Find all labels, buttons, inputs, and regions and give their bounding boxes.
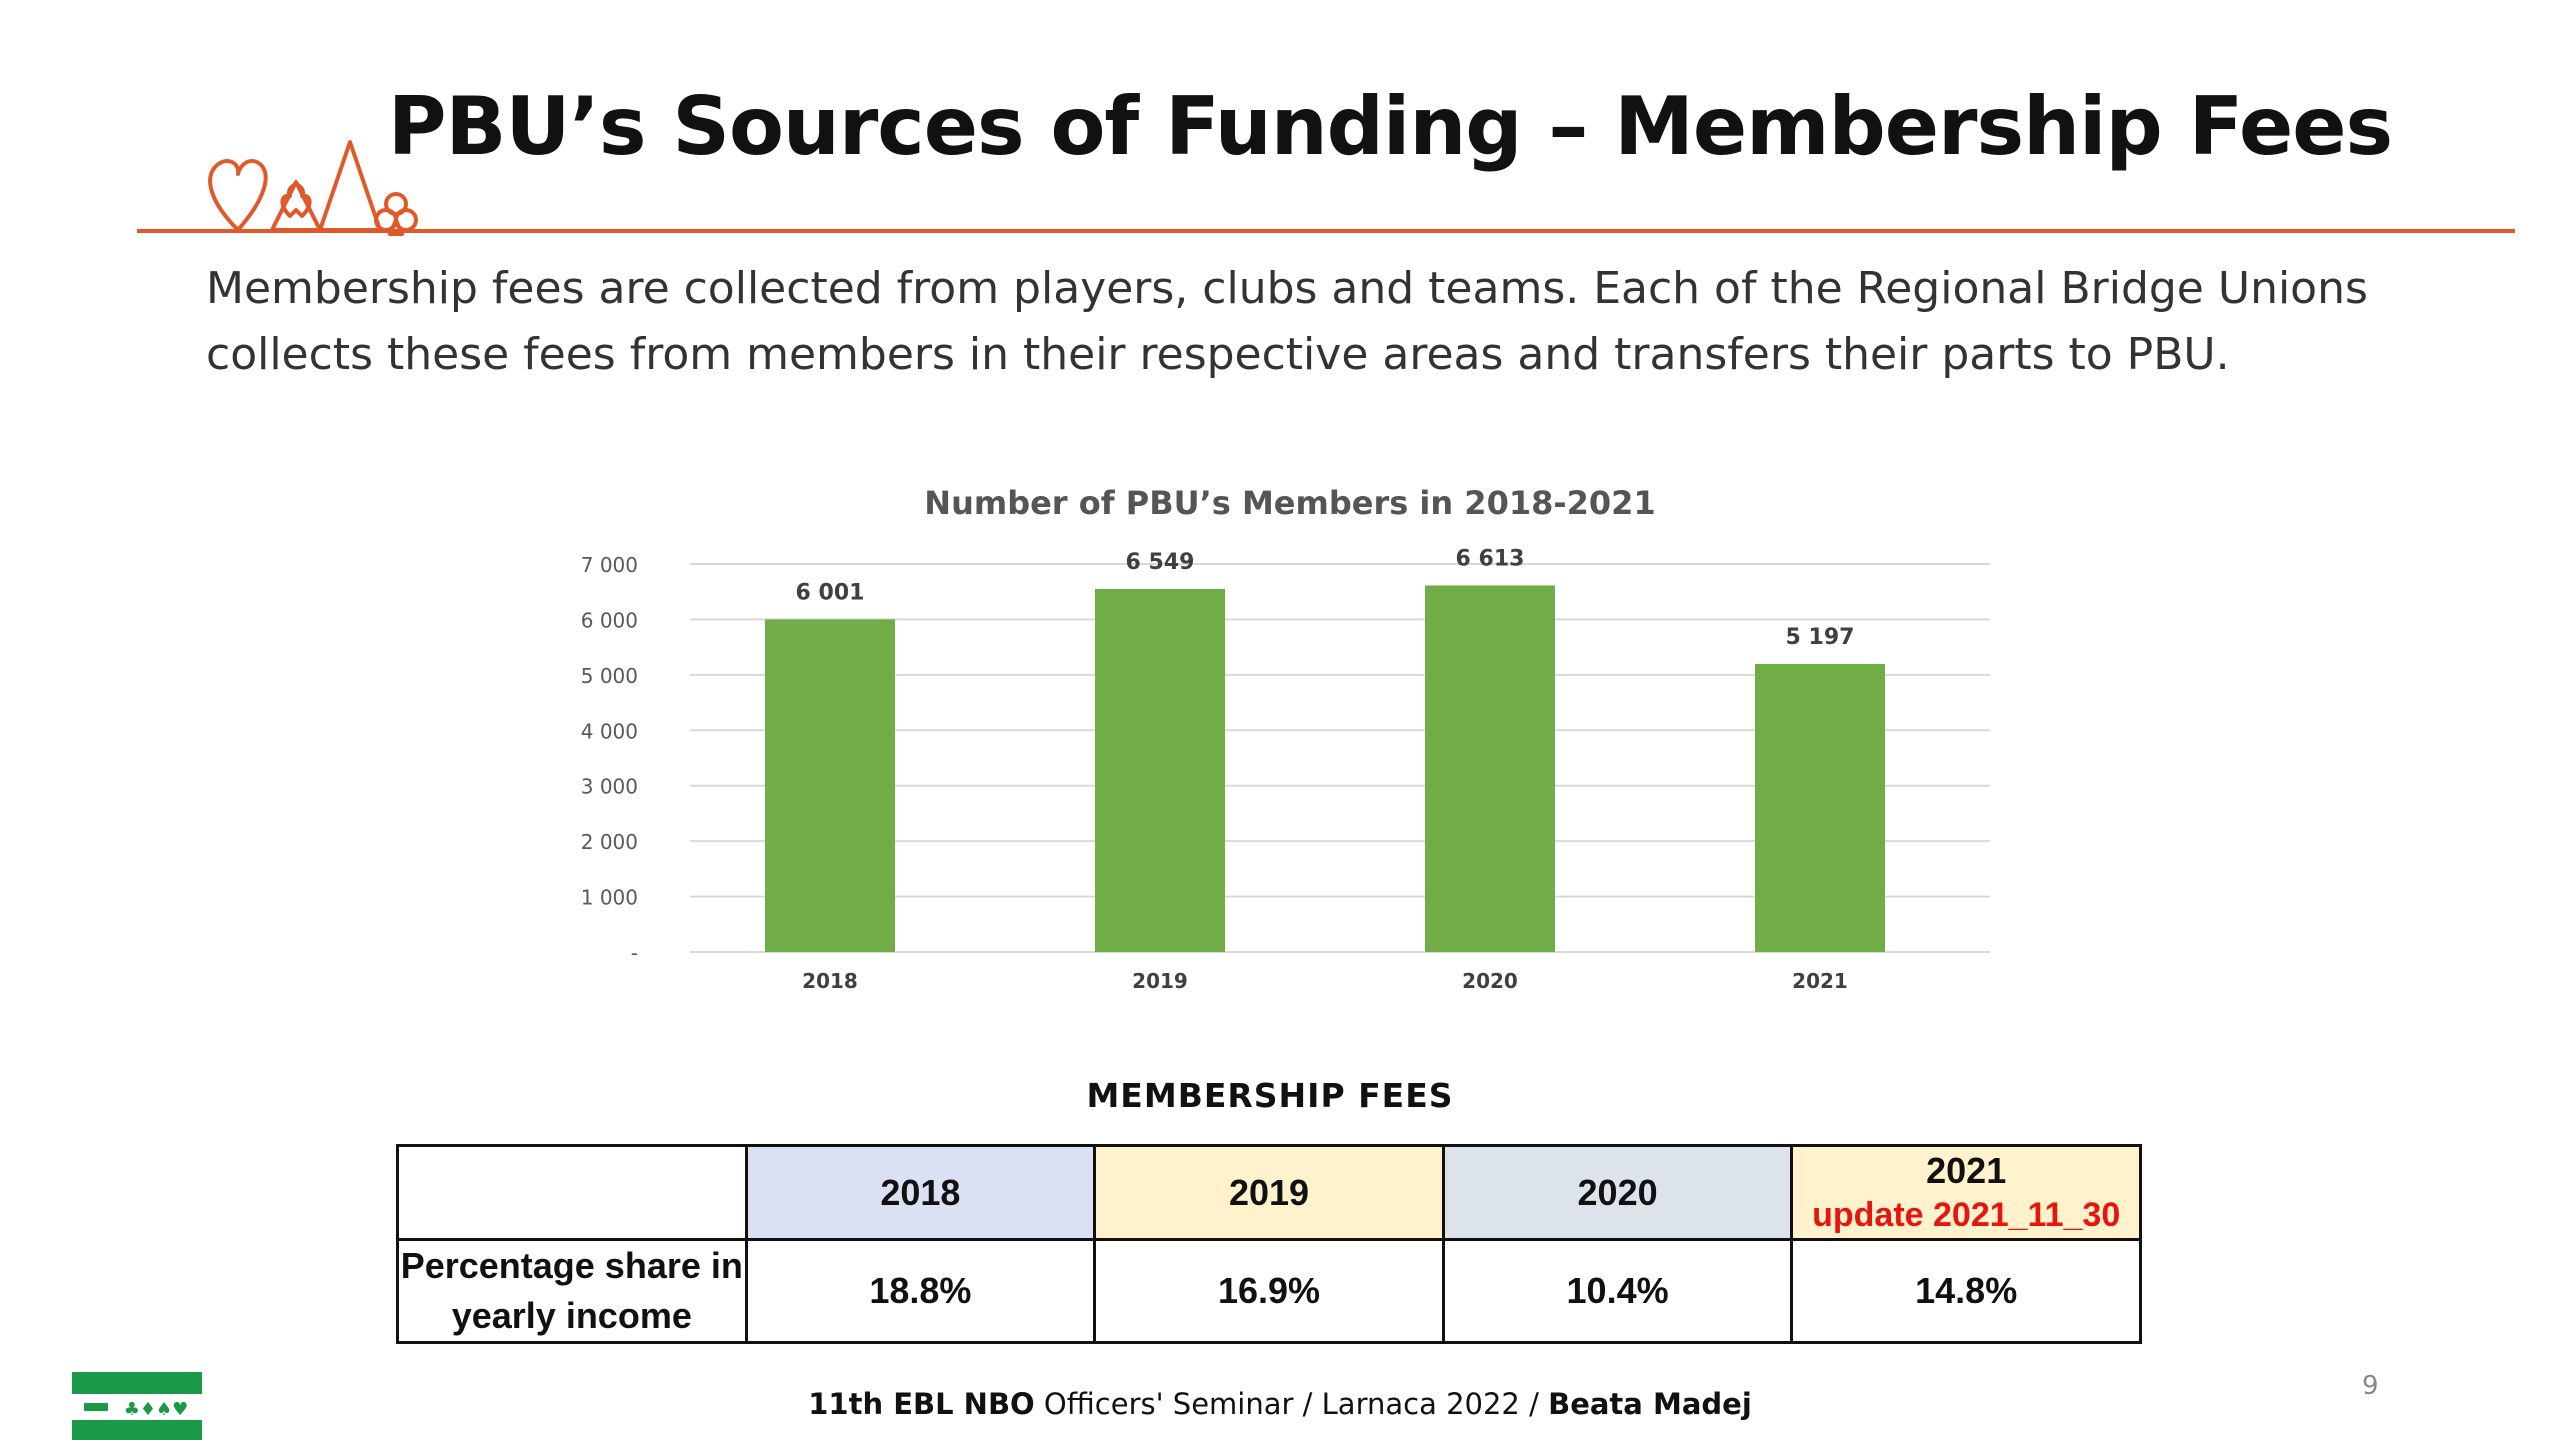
footer-author: Beata Madej <box>1548 1387 1752 1421</box>
y-tick-label: 1 000 <box>581 886 638 910</box>
slide-title: PBU’s Sources of Funding – Membership Fe… <box>387 80 2393 173</box>
table-row-label: Percentage share in yearly income <box>396 1238 748 1344</box>
members-bar-chart: - 1 000 2 000 3 000 4 000 5 000 6 000 7 000 6 00… <box>581 546 1990 993</box>
x-tick-label-2018: 2018 <box>802 969 858 993</box>
table-cell-2021: 14.8% <box>1790 1238 2142 1344</box>
y-tick-label: 4 000 <box>581 719 638 743</box>
table-cell-2019: 16.9% <box>1093 1238 1445 1344</box>
data-label-2018: 6 001 <box>796 580 865 605</box>
data-label-2019: 6 549 <box>1126 550 1195 575</box>
membership-fees-table: 2018 2019 2020 2021 update 2021_11_30 Pe… <box>396 1144 2142 1344</box>
y-tick-label: 2 000 <box>581 830 638 854</box>
bar-2021 <box>1755 663 1885 952</box>
footer-event-rest: Officers' Seminar / Larnaca 2022 / <box>1034 1387 1549 1421</box>
x-tick-label-2021: 2021 <box>1792 969 1848 993</box>
svg-text:♣♦♠♥: ♣♦♠♥ <box>124 1399 189 1420</box>
footer-logo-icon: ♣♦♠♥ <box>72 1372 202 1440</box>
data-label-2020: 6 613 <box>1456 546 1525 571</box>
table-cell-2020: 10.4% <box>1441 1238 1794 1344</box>
table-header-2021-year: 2021 <box>1926 1149 2007 1191</box>
fees-table-title: MEMBERSHIP FEES <box>1086 1076 1454 1115</box>
table-header-2021: 2021 update 2021_11_30 <box>1790 1144 2142 1241</box>
y-tick-label: 6 000 <box>581 608 638 632</box>
page-number: 9 <box>2362 1371 2379 1401</box>
x-tick-label-2020: 2020 <box>1462 969 1518 993</box>
footer-event-bold: 11th EBL NBO <box>808 1387 1035 1421</box>
bar-2020 <box>1425 585 1555 952</box>
update-note: update 2021_11_30 <box>1812 1195 2121 1234</box>
table-header-empty <box>396 1144 748 1241</box>
y-tick-label: 7 000 <box>581 553 638 577</box>
x-tick-label-2019: 2019 <box>1132 969 1188 993</box>
header-divider <box>137 229 2515 233</box>
bar-2018 <box>765 619 895 952</box>
table-header-2020: 2020 <box>1441 1144 1794 1241</box>
table-cell-2018: 18.8% <box>744 1238 1097 1344</box>
footer-text: 11th EBL NBO Officers' Seminar / Larnaca… <box>0 1387 2560 1421</box>
table-header-2019: 2019 <box>1093 1144 1445 1241</box>
y-tick-label: - <box>631 941 638 965</box>
intro-paragraph: Membership fees are collected from playe… <box>206 263 2368 380</box>
data-label-2021: 5 197 <box>1786 625 1855 650</box>
chart-title: Number of PBU’s Members in 2018-2021 <box>924 484 1656 522</box>
y-tick-label: 3 000 <box>581 775 638 799</box>
y-tick-label: 5 000 <box>581 664 638 688</box>
bar-2019 <box>1095 588 1225 952</box>
table-header-2018: 2018 <box>744 1144 1097 1241</box>
